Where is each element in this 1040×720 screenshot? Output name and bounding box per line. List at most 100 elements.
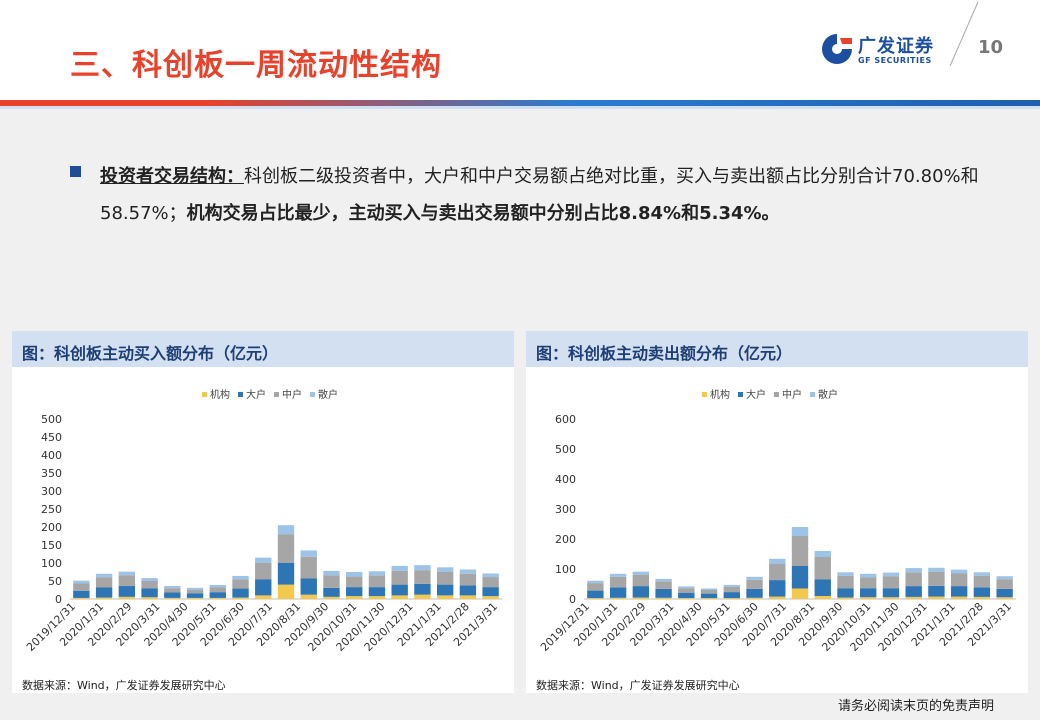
bar-segment bbox=[209, 592, 226, 598]
bar-segment bbox=[746, 597, 763, 599]
bar-segment bbox=[746, 579, 763, 589]
bar-segment bbox=[459, 585, 477, 596]
bar-segment bbox=[700, 588, 718, 590]
bar-segment bbox=[973, 587, 991, 597]
bar-segment bbox=[587, 583, 604, 591]
bar-segment bbox=[414, 570, 431, 584]
y-tick-label: 50 bbox=[48, 575, 62, 588]
bar-segment bbox=[723, 584, 740, 587]
bar-segment bbox=[837, 588, 854, 598]
bar-segment bbox=[482, 596, 499, 599]
bar-segment bbox=[436, 567, 454, 572]
bar-segment bbox=[232, 588, 249, 598]
bar-segment bbox=[391, 595, 408, 599]
header-band bbox=[0, 0, 1040, 100]
bar-segment bbox=[837, 597, 854, 599]
bar-segment bbox=[678, 588, 695, 593]
bar-segment bbox=[655, 588, 672, 598]
bar-segment bbox=[928, 567, 945, 572]
bar-segment bbox=[482, 577, 499, 588]
bar-segment bbox=[255, 595, 272, 599]
bar-segment bbox=[769, 563, 786, 581]
bar-segment bbox=[459, 595, 477, 599]
gf-logo-icon bbox=[822, 34, 852, 64]
summary-text-1: 科创板二级投资者中，大户和中户交易额占绝对比重，买入与卖出额占比分别合计70.8… bbox=[100, 166, 979, 224]
bar-segment bbox=[814, 596, 831, 599]
bar-segment bbox=[791, 566, 809, 589]
bullet-square-icon bbox=[70, 166, 81, 177]
bar-segment bbox=[73, 597, 90, 599]
bar-segment bbox=[905, 596, 922, 599]
logo-text-cn: 广发证券 bbox=[858, 36, 934, 57]
y-tick-label: 350 bbox=[41, 467, 62, 480]
y-tick-label: 400 bbox=[555, 473, 576, 486]
bar-segment bbox=[459, 573, 477, 586]
sell-chart: 机构 大户 中户 散户01002003004005006002019/12/31202… bbox=[538, 388, 1016, 654]
bar-segment bbox=[882, 572, 900, 577]
bar-segment bbox=[632, 571, 650, 575]
bar-segment bbox=[186, 587, 204, 590]
bar-segment bbox=[414, 565, 431, 571]
bar-segment bbox=[587, 590, 604, 599]
buy-chart-title: 图：科创板主动买入额分布（亿元） bbox=[22, 344, 279, 363]
logo-text-en: GF SECURITIES bbox=[858, 56, 932, 65]
bar-segment bbox=[73, 590, 90, 598]
bar-segment bbox=[769, 580, 786, 597]
buy-chart: 机构 大户 中户 散户05010015020025030035040045050020… bbox=[24, 388, 502, 654]
y-tick-label: 300 bbox=[555, 503, 576, 516]
bar-segment bbox=[300, 556, 317, 579]
bar-segment bbox=[459, 569, 477, 574]
legend-label: 大户 bbox=[746, 388, 766, 401]
bar-segment bbox=[346, 572, 363, 577]
bar-segment bbox=[118, 586, 136, 597]
divider-slash bbox=[949, 1, 979, 67]
bar-segment bbox=[791, 588, 809, 599]
bar-segment bbox=[277, 563, 295, 585]
bar-segment bbox=[609, 573, 627, 577]
bar-segment bbox=[632, 574, 650, 587]
legend-label: 中户 bbox=[782, 388, 802, 401]
bar-segment bbox=[118, 571, 136, 576]
bar-segment bbox=[255, 579, 272, 596]
bar-segment bbox=[723, 592, 740, 599]
bar-segment bbox=[950, 596, 968, 599]
legend-swatch bbox=[238, 392, 243, 397]
bar-segment bbox=[814, 557, 831, 580]
bar-segment bbox=[186, 589, 204, 594]
bar-segment bbox=[723, 586, 740, 593]
bar-segment bbox=[323, 587, 340, 597]
y-tick-label: 0 bbox=[569, 593, 576, 606]
legend-swatch bbox=[738, 392, 743, 397]
bar-segment bbox=[655, 578, 672, 582]
company-logo: 广发证券 GF SECURITIES bbox=[820, 30, 950, 70]
bar-segment bbox=[746, 588, 763, 598]
legend-label: 散户 bbox=[318, 388, 338, 401]
sell-chart-header: 图：科创板主动卖出额分布（亿元） bbox=[526, 331, 1028, 367]
bar-segment bbox=[632, 586, 650, 598]
bar-segment bbox=[905, 586, 922, 597]
sell-chart-title: 图：科创板主动卖出额分布（亿元） bbox=[536, 344, 793, 363]
bar-segment bbox=[209, 597, 226, 599]
bar-segment bbox=[209, 584, 226, 588]
bar-segment bbox=[587, 598, 604, 599]
bar-segment bbox=[950, 586, 968, 597]
bar-segment bbox=[118, 596, 136, 599]
bar-segment bbox=[769, 596, 786, 599]
bar-segment bbox=[232, 575, 249, 580]
legend-label: 散户 bbox=[818, 388, 838, 401]
bar-segment bbox=[837, 572, 854, 576]
bar-segment bbox=[346, 596, 363, 599]
bar-segment bbox=[164, 592, 181, 598]
disclaimer: 请务必阅读末页的免责声明 bbox=[838, 699, 995, 714]
bar-segment bbox=[277, 584, 295, 599]
bar-segment bbox=[141, 578, 158, 581]
legend-swatch bbox=[274, 392, 279, 397]
bar-segment bbox=[860, 577, 877, 589]
bar-segment bbox=[814, 579, 831, 596]
bar-segment bbox=[723, 598, 740, 599]
bar-segment bbox=[482, 587, 499, 597]
legend-swatch bbox=[202, 392, 207, 397]
summary-paragraph: 投资者交易结构：科创板二级投资者中，大户和中户交易额占绝对比重，买入与卖出额占比… bbox=[100, 158, 980, 232]
bar-segment bbox=[996, 588, 1013, 598]
bar-segment bbox=[323, 596, 340, 599]
